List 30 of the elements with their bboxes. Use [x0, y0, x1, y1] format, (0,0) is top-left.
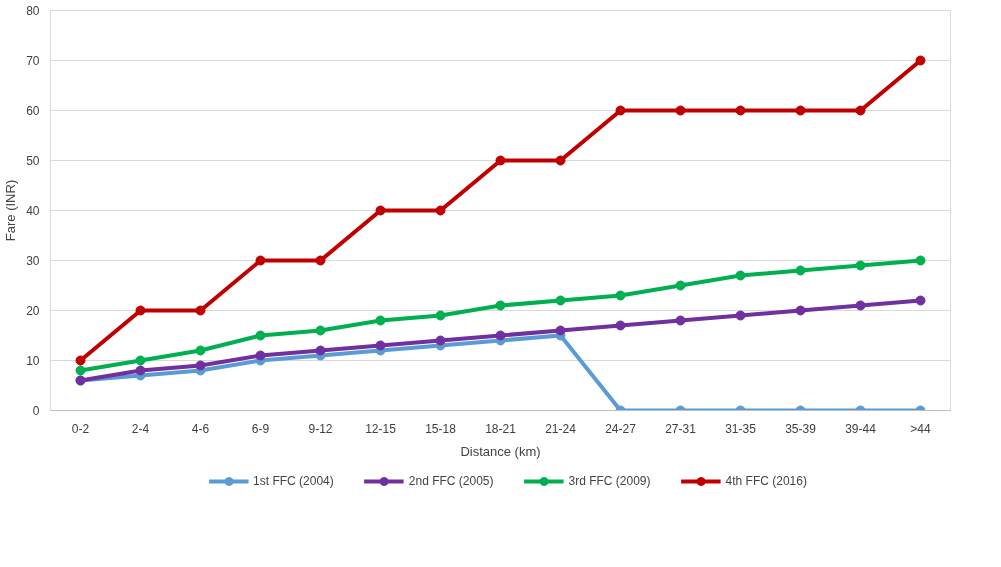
x-tick-label: 31-35 — [725, 421, 757, 436]
x-tick-label: 9-12 — [308, 421, 333, 436]
y-tick-label: 30 — [26, 254, 40, 268]
x-tick-label: 0-2 — [71, 421, 90, 436]
legend-label: 1st FFC (2004) — [253, 474, 334, 488]
y-tick-label: 0 — [32, 404, 40, 418]
x-tick-label: 4-6 — [191, 421, 210, 436]
x-tick-label: 2-4 — [131, 421, 150, 436]
y-tick-label: 40 — [26, 204, 40, 218]
x-tick-label: 24-27 — [605, 421, 637, 436]
x-tick-label: 35-39 — [785, 421, 817, 436]
x-tick-label: 39-44 — [845, 421, 877, 436]
y-tick-label: 50 — [26, 154, 40, 168]
x-tick-label: 12-15 — [365, 421, 397, 436]
legend-label: 3rd FFC (2009) — [568, 474, 651, 488]
y-axis-title: Fare (INR) — [3, 179, 19, 242]
x-tick-label: 18-21 — [485, 421, 517, 436]
legend-label: 4th FFC (2016) — [725, 474, 807, 488]
x-tick-label: 15-18 — [425, 421, 457, 436]
x-axis-title: Distance (km) — [460, 443, 541, 459]
y-tick-label: 70 — [26, 54, 40, 68]
y-tick-label: 20 — [26, 304, 40, 318]
y-tick-label: 10 — [26, 354, 40, 368]
legend-label: 2nd FFC (2005) — [408, 474, 494, 488]
y-tick-label: 80 — [26, 4, 40, 18]
x-tick-label: 27-31 — [665, 421, 697, 436]
x-tick-label: 21-24 — [545, 421, 577, 436]
x-tick-label: 6-9 — [251, 421, 270, 436]
y-tick-label: 60 — [26, 104, 40, 118]
x-tick-label: >44 — [910, 421, 931, 436]
